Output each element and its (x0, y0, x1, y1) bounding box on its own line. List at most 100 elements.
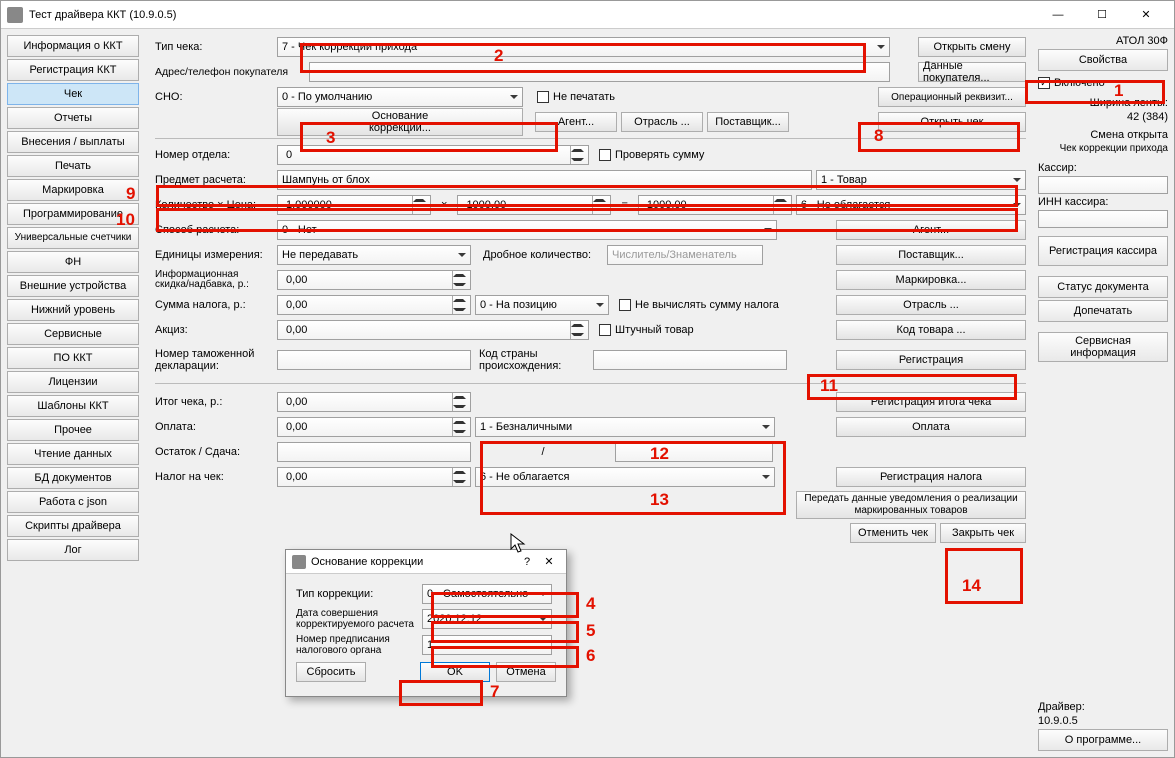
nav-kkt-sw[interactable]: ПО ККТ (7, 347, 139, 369)
change-input[interactable] (615, 442, 773, 462)
units-select[interactable]: Не передавать (277, 245, 471, 265)
price-spinner[interactable]: 1000,00 (457, 195, 611, 215)
payment-button[interactable]: Оплата (836, 417, 1026, 437)
nav-registration[interactable]: Регистрация ККТ (7, 59, 139, 81)
customs-input[interactable] (277, 350, 471, 370)
dialog-reset-button[interactable]: Сбросить (296, 662, 366, 682)
minimize-button[interactable]: — (1036, 2, 1080, 28)
about-button[interactable]: О программе... (1038, 729, 1168, 751)
nav-programming[interactable]: Программирование (7, 203, 139, 225)
maximize-button[interactable]: ☐ (1080, 2, 1124, 28)
nav-cash-inout[interactable]: Внесения / выплаты (7, 131, 139, 153)
chevron-down-icon (1013, 203, 1021, 207)
check-tax-spinner[interactable]: 0,00 (277, 467, 471, 487)
subject-label: Предмет расчета: (155, 174, 273, 186)
total-spinner[interactable]: 1000,00 (638, 195, 792, 215)
supplier2-button[interactable]: Поставщик... (836, 245, 1026, 265)
subject-input[interactable]: Шампунь от блох (277, 170, 812, 190)
payment-spinner[interactable]: 0,00 (277, 417, 471, 437)
subject-type-select[interactable]: 1 - Товар (816, 170, 1026, 190)
chevron-down-icon (764, 228, 772, 232)
nav-ext-devices[interactable]: Внешние устройства (7, 275, 139, 297)
check-sum-checkbox[interactable]: Проверять сумму (599, 149, 704, 161)
check-type-select[interactable]: 7 - Чек коррекции прихода (277, 37, 890, 57)
nav-db-docs[interactable]: БД документов (7, 467, 139, 489)
help-button[interactable]: ? (516, 556, 538, 568)
open-shift-button[interactable]: Открыть смену (918, 37, 1026, 57)
check-tax-select[interactable]: 6 - Не облагается (475, 467, 775, 487)
registration-button[interactable]: Регистрация (836, 350, 1026, 370)
agent2-button[interactable]: Агент... (836, 220, 1026, 240)
nav-info[interactable]: Информация о ККТ (7, 35, 139, 57)
nav-log[interactable]: Лог (7, 539, 139, 561)
tax-order-input[interactable]: 1 (422, 635, 552, 655)
enabled-checkbox[interactable]: ✓Включено (1038, 77, 1168, 89)
no-calc-tax-checkbox[interactable]: Не вычислять сумму налога (619, 299, 779, 311)
remainder-input[interactable] (277, 442, 471, 462)
nav-json[interactable]: Работа с json (7, 491, 139, 513)
close-button[interactable]: ✕ (1124, 2, 1168, 28)
buyer-data-button[interactable]: Данные покупателя... (918, 62, 1026, 82)
item-code-button[interactable]: Код товара ... (836, 320, 1026, 340)
nav-read-data[interactable]: Чтение данных (7, 443, 139, 465)
chevron-down-icon (510, 95, 518, 99)
correction-type-select[interactable]: 0 - Самостоятельно (422, 584, 552, 604)
qty-spinner[interactable]: 1,000000 (277, 195, 431, 215)
nav-print[interactable]: Печать (7, 155, 139, 177)
marking-button[interactable]: Маркировка... (836, 270, 1026, 290)
country-input[interactable] (593, 350, 787, 370)
nav-other[interactable]: Прочее (7, 419, 139, 441)
total-check-spinner[interactable]: 0,00 (277, 392, 471, 412)
excise-spinner[interactable]: 0,00 (277, 320, 589, 340)
oper-rekvizit-button[interactable]: Операционный реквизит... (878, 87, 1026, 107)
nav-counters[interactable]: Универсальные счетчики (7, 227, 139, 249)
dialog-title: Основание коррекции (311, 556, 516, 568)
close-check-button[interactable]: Закрыть чек (940, 523, 1026, 543)
finish-print-button[interactable]: Допечатать (1038, 300, 1168, 322)
taxsum-select[interactable]: 0 - На позицию (475, 295, 609, 315)
nav-reports[interactable]: Отчеты (7, 107, 139, 129)
properties-button[interactable]: Свойства (1038, 49, 1168, 71)
agent-button[interactable]: Агент... (535, 112, 617, 132)
reg-tax-button[interactable]: Регистрация налога (836, 467, 1026, 487)
taxsum-spinner[interactable]: 0,00 (277, 295, 471, 315)
dialog-cancel-button[interactable]: Отмена (496, 662, 556, 682)
cashier-input[interactable] (1038, 176, 1168, 194)
buyer-addr-input[interactable] (309, 62, 890, 82)
nav-check[interactable]: Чек (7, 83, 139, 105)
checkbox-icon (599, 149, 611, 161)
correction-date-input[interactable]: 2020.12.12 (422, 609, 552, 629)
nav-licenses[interactable]: Лицензии (7, 371, 139, 393)
correction-basis-button[interactable]: Основание коррекции... (277, 108, 523, 136)
sno-select[interactable]: 0 - По умолчанию (277, 87, 523, 107)
doc-status-button[interactable]: Статус документа (1038, 276, 1168, 298)
nav-marking[interactable]: Маркировка (7, 179, 139, 201)
subject-type-value: 1 - Товар (821, 174, 867, 186)
dept-spinner[interactable]: 0 (277, 145, 589, 165)
line-tax-select[interactable]: 6 - Не облагается (796, 195, 1026, 215)
payment-type-select[interactable]: 1 - Безналичными (475, 417, 775, 437)
nav-scripts[interactable]: Скрипты драйвера (7, 515, 139, 537)
reg-cashier-button[interactable]: Регистрация кассира (1038, 236, 1168, 266)
method-select[interactable]: 0 - Нет (277, 220, 777, 240)
supplier-button[interactable]: Поставщик... (707, 112, 789, 132)
cashier-inn-input[interactable] (1038, 210, 1168, 228)
piece-checkbox[interactable]: Штучный товар (599, 324, 694, 336)
dialog-close-button[interactable]: ✕ (538, 555, 560, 568)
fraction-input[interactable]: Числитель/Знаменатель (607, 245, 763, 265)
nav-fn[interactable]: ФН (7, 251, 139, 273)
reg-total-button[interactable]: Регистрация итога чека (836, 392, 1026, 412)
discount-spinner[interactable]: 0,00 (277, 270, 471, 290)
nav-low-level[interactable]: Нижний уровень (7, 299, 139, 321)
transfer-mark-button[interactable]: Передать данные уведомления о реализации… (796, 491, 1026, 519)
sno-value: 0 - По умолчанию (282, 91, 372, 103)
dialog-ok-button[interactable]: OK (420, 662, 490, 682)
open-check-button[interactable]: Открыть чек (878, 112, 1026, 132)
no-print-checkbox[interactable]: Не печатать (537, 91, 615, 103)
cancel-check-button[interactable]: Отменить чек (850, 523, 936, 543)
industry-button[interactable]: Отрасль ... (621, 112, 703, 132)
nav-templates[interactable]: Шаблоны ККТ (7, 395, 139, 417)
service-info-button[interactable]: Сервисная информация (1038, 332, 1168, 362)
industry2-button[interactable]: Отрасль ... (836, 295, 1026, 315)
nav-service[interactable]: Сервисные (7, 323, 139, 345)
